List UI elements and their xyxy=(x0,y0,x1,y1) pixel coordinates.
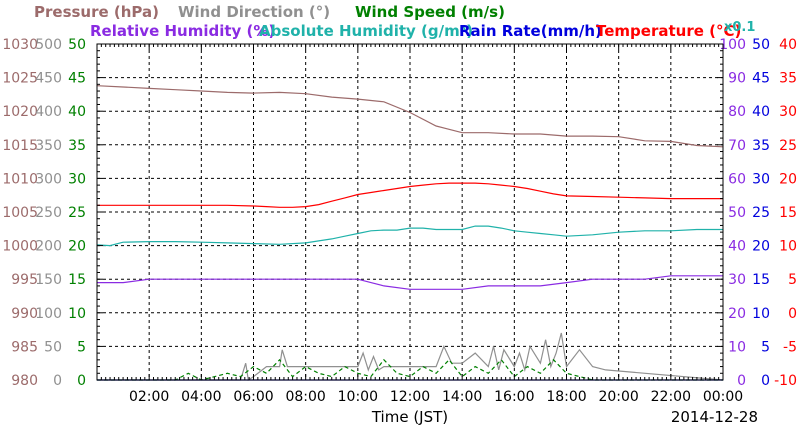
pressure-axis-tick: 980 xyxy=(11,373,38,389)
grid xyxy=(97,44,723,380)
date-label: 2014-12-28 xyxy=(671,408,758,426)
temperature-axis-tick: 30 xyxy=(779,104,797,120)
legend-wind-direction: Wind Direction (°) xyxy=(178,3,330,21)
x-axis: 02:00 04:00 06:00 08:00 10:00 12:00 14:00 16:00… xyxy=(96,44,743,405)
temperature-axis-tick: 40 xyxy=(779,37,797,53)
pressure-axis-tick: 1005 xyxy=(2,205,38,221)
legend-absolute-humidity: Absolute Humidity (g/m³) xyxy=(259,22,473,40)
series-line xyxy=(97,182,723,208)
x-tick-label: 16:00 xyxy=(494,389,534,405)
wind-direction-axis-tick: 150 xyxy=(35,272,62,288)
pressure-axis-tick: 1020 xyxy=(2,104,38,120)
x-tick-label: 14:00 xyxy=(442,389,482,405)
series-line xyxy=(96,225,723,247)
rain-rate-axis-tick: 25 xyxy=(752,205,770,221)
x-tick-label: 12:00 xyxy=(390,389,430,405)
x-tick-label: 10:00 xyxy=(338,389,378,405)
relative-humidity-axis-tick: 90 xyxy=(728,71,746,87)
rain-rate-axis-tick: 15 xyxy=(752,272,770,288)
rain-rate-axis-tick: 40 xyxy=(752,104,770,120)
abs-humidity-scale-note: x0.1 xyxy=(724,20,755,35)
wind-speed-axis-tick: 20 xyxy=(68,239,86,255)
legend-wind-speed: Wind Speed (m/s) xyxy=(355,3,505,21)
wind-speed-axis-tick: 50 xyxy=(68,37,86,53)
pressure-axis-tick: 1015 xyxy=(2,138,38,154)
x-tick-label: 00:00 xyxy=(703,389,743,405)
temperature-axis-tick: 25 xyxy=(779,138,797,154)
temperature-axis-tick: 20 xyxy=(779,171,797,187)
wind-direction-axis-tick: 200 xyxy=(35,239,62,255)
rain-rate-axis-tick: 5 xyxy=(761,339,770,355)
rain-rate-axis-tick: 30 xyxy=(752,171,770,187)
wind-direction-axis-tick: 450 xyxy=(35,71,62,87)
rain-rate-axis-tick: 50 xyxy=(752,37,770,53)
relative-humidity-axis-tick: 80 xyxy=(728,104,746,120)
wind-direction-axis-tick: 400 xyxy=(35,104,62,120)
x-tick-label: 08:00 xyxy=(285,389,325,405)
x-tick-label: 22:00 xyxy=(651,389,691,405)
wind-direction-axis-tick: 300 xyxy=(35,171,62,187)
wind-speed-axis-tick: 30 xyxy=(68,171,86,187)
rain-rate-axis-tick: 45 xyxy=(752,71,770,87)
wind-speed-axis-tick: 0 xyxy=(77,373,86,389)
pressure-axis-tick: 1010 xyxy=(2,171,38,187)
relative-humidity-axis-tick: 70 xyxy=(728,138,746,154)
x-tick-label: 04:00 xyxy=(181,389,221,405)
x-tick-label: 06:00 xyxy=(233,389,273,405)
wind-speed-axis-tick: 5 xyxy=(77,339,86,355)
relative-humidity-axis-tick: 50 xyxy=(728,205,746,221)
wind-direction-axis-tick: 100 xyxy=(35,306,62,322)
legend-pressure: Pressure (hPa) xyxy=(34,3,159,21)
pressure-axis-tick: 1030 xyxy=(2,37,38,53)
wind-speed-axis-tick: 25 xyxy=(68,205,86,221)
wind-direction-axis-tick: 350 xyxy=(35,138,62,154)
series-line xyxy=(97,275,723,290)
relative-humidity-axis-tick: 100 xyxy=(719,37,746,53)
temperature-axis-tick: 5 xyxy=(788,272,797,288)
temperature-axis-tick: 10 xyxy=(779,239,797,255)
pressure-axis-tick: 1025 xyxy=(2,71,38,87)
wind-direction-axis-tick: 50 xyxy=(44,339,62,355)
temperature-axis-tick: -10 xyxy=(774,373,797,389)
relative-humidity-axis-tick: 60 xyxy=(728,171,746,187)
pressure-axis-tick: 985 xyxy=(11,339,38,355)
x-tick-label: 18:00 xyxy=(546,389,586,405)
x-axis-label: Time (JST) xyxy=(371,408,448,426)
wind-speed-axis-tick: 10 xyxy=(68,306,86,322)
pressure-axis-tick: 1000 xyxy=(2,239,38,255)
legend-rain-rate: Rain Rate(mm/h) xyxy=(459,22,602,40)
temperature-axis-tick: 15 xyxy=(779,205,797,221)
wind-speed-axis-tick: 40 xyxy=(68,104,86,120)
wind-speed-axis-tick: 45 xyxy=(68,71,86,87)
series-line xyxy=(96,85,724,148)
rain-rate-axis-tick: 35 xyxy=(752,138,770,154)
rain-rate-axis-tick: 10 xyxy=(752,306,770,322)
wind-direction-axis-tick: 500 xyxy=(35,37,62,53)
temperature-axis-tick: -5 xyxy=(783,339,797,355)
relative-humidity-axis-tick: 10 xyxy=(728,339,746,355)
temperature-axis-tick: 35 xyxy=(779,71,797,87)
x-tick-label: 02:00 xyxy=(129,389,169,405)
relative-humidity-axis-tick: 40 xyxy=(728,239,746,255)
temperature-axis-tick: 0 xyxy=(788,306,797,322)
wind-direction-axis-tick: 250 xyxy=(35,205,62,221)
pressure-axis-tick: 990 xyxy=(11,306,38,322)
series-line xyxy=(97,358,723,381)
x-tick-label: 20:00 xyxy=(598,389,638,405)
axes-group: 1030102510201015101010051000995990985980… xyxy=(2,37,797,389)
wind-direction-axis-tick: 0 xyxy=(53,373,62,389)
wind-speed-axis-tick: 15 xyxy=(68,272,86,288)
relative-humidity-axis-tick: 20 xyxy=(728,306,746,322)
rain-rate-axis-tick: 0 xyxy=(761,373,770,389)
rain-rate-axis-tick: 20 xyxy=(752,239,770,255)
legend-temperature: Temperature (°C) xyxy=(596,22,741,40)
pressure-axis-tick: 995 xyxy=(11,272,38,288)
relative-humidity-axis-tick: 30 xyxy=(728,272,746,288)
wind-speed-axis-tick: 35 xyxy=(68,138,86,154)
relative-humidity-axis-tick: 0 xyxy=(737,373,746,389)
legend-relative-humidity: Relative Humidity (%) xyxy=(90,22,275,40)
